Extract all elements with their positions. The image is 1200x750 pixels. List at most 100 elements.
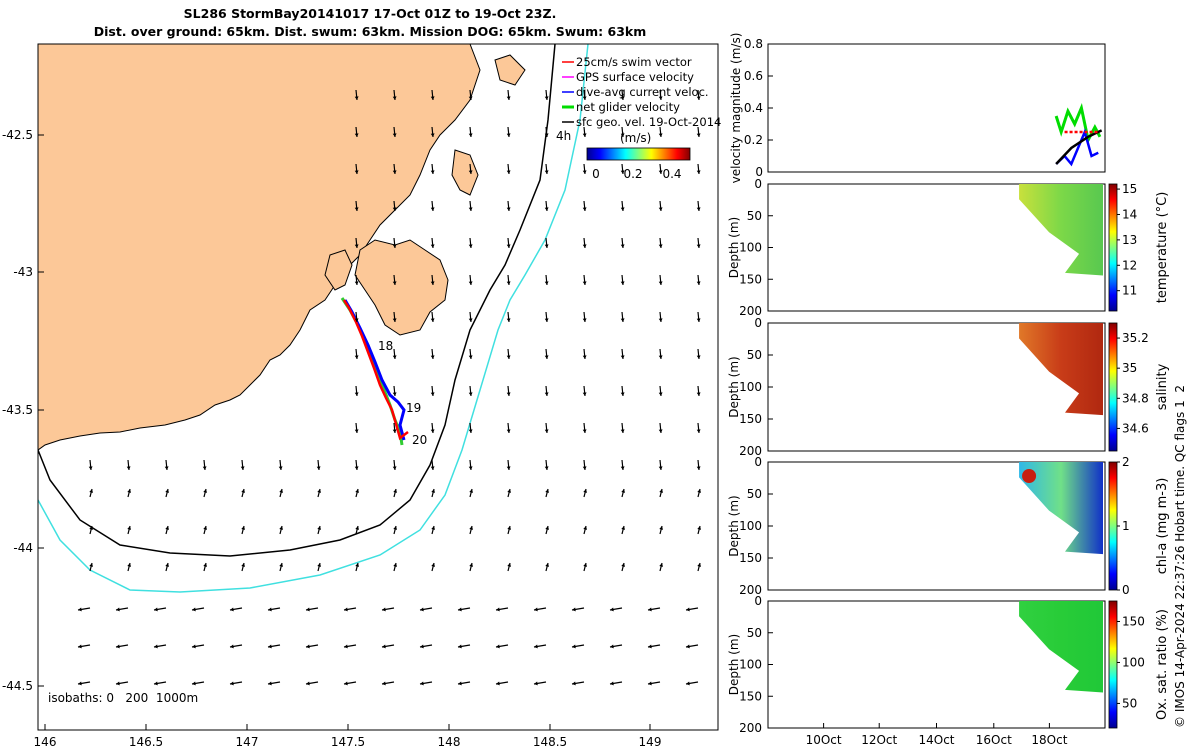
- isobath-1000: [38, 44, 589, 593]
- heatmap-3-ylabel: Depth (m): [727, 495, 741, 556]
- chl-hotspot: [1022, 469, 1037, 483]
- speed-colorbar: (m/s) 0 0.2 0.4: [586, 131, 691, 181]
- velocity-ytick-4: 0.8: [744, 37, 763, 51]
- land-island-north: [451, 149, 479, 196]
- isobaths-label: isobaths: 0 200 1000m: [48, 691, 198, 705]
- heatmap-4-ytick-2: 100: [739, 658, 762, 672]
- heatmap-3-cbar-tick-0: 0: [1122, 583, 1130, 597]
- heatmap-2-ytick-4: 200: [739, 444, 762, 458]
- map-y-tick-0: -42.5: [2, 128, 33, 142]
- heatmap-4-ylabel: Depth (m): [727, 634, 741, 695]
- day-label-18: 18: [378, 339, 393, 353]
- heatmap-2-ytick-0: 0: [754, 316, 762, 330]
- heatmap-4-colorbar: [1108, 600, 1118, 729]
- legend-entry-swim: 25cm/s swim vector: [576, 55, 692, 69]
- heatmap-1-ytick-4: 200: [739, 304, 762, 318]
- heatmap-4-cbar-tick-1: 100: [1122, 655, 1145, 669]
- map-x-tick-4: 148: [438, 735, 461, 749]
- heatmap-field-2: [1019, 323, 1103, 416]
- day-label-19: 19: [406, 401, 421, 415]
- heatmap-3-ytick-2: 100: [739, 519, 762, 533]
- map-y-tick-3: -44: [13, 541, 33, 555]
- time-tick-4: 18Oct: [1031, 733, 1067, 747]
- heatmap-2-colorbar: [1108, 322, 1118, 452]
- heatmap-field-1: [1019, 184, 1103, 276]
- map-y-tick-1: -43: [13, 265, 33, 279]
- time-tick-1: 12Oct: [861, 733, 897, 747]
- heatmap-3-colorbar: [1108, 461, 1118, 591]
- heatmap-2-ytick-2: 100: [739, 380, 762, 394]
- heatmap-1-cbar-tick-4: 15: [1122, 182, 1137, 196]
- map-x-tick-1: 146.5: [129, 735, 163, 749]
- speed-cbar-tick-2: 0.4: [662, 167, 681, 181]
- heatmap-2-ytick-1: 50: [747, 348, 762, 362]
- legend-entry-dive: dive-avg current veloc.: [576, 85, 709, 99]
- isobath-200: [38, 44, 556, 557]
- map-y-ticks: -42.5 -43 -43.5 -44 -44.5: [2, 128, 44, 693]
- heatmap-1-cbar-tick-0: 11: [1122, 284, 1137, 298]
- velocity-ytick-3: 0.6: [744, 69, 763, 83]
- land-island-small: [494, 54, 526, 86]
- heatmap-2-ylabel: Depth (m): [727, 356, 741, 417]
- heatmap-3-colorbar-label: chl-a (mg m-3): [1155, 478, 1170, 575]
- day-label-20: 20: [412, 433, 427, 447]
- heatmap-2-cbar-tick-3: 35.2: [1122, 331, 1149, 345]
- heatmap-1-ytick-1: 50: [747, 209, 762, 223]
- heatmap-1-cbar-tick-2: 13: [1122, 233, 1137, 247]
- map-x-tick-6: 149: [639, 735, 662, 749]
- heatmap-1-cbar-tick-1: 12: [1122, 258, 1137, 272]
- velocity-ytick-1: 0.2: [744, 133, 763, 147]
- heatmap-2-cbar-tick-0: 34.6: [1122, 421, 1149, 435]
- heatmap-1-ytick-0: 0: [754, 177, 762, 191]
- heatmap-3-ytick-1: 50: [747, 487, 762, 501]
- heatmap-2-ytick-3: 150: [739, 412, 762, 426]
- heatmap-1-ytick-3: 150: [739, 272, 762, 286]
- map-panel: 146 146.5 147 147.5 148 148.5 149 -42.5 -43 -43.…: [2, 43, 721, 749]
- map-x-ticks: 146 146.5 147 147.5 148 148.5 149: [34, 724, 662, 749]
- imos-side-note: © IMOS 14-Apr-2024 22:37:26 Hobart time.…: [1173, 385, 1187, 728]
- heatmap-4-colorbar-label: Ox. sat. ratio (%): [1155, 609, 1170, 720]
- velocity-ylabel: velocity magnitude (m/s): [729, 33, 743, 184]
- heatmap-4-cbar-tick-0: 50: [1122, 696, 1137, 710]
- heatmap-4-ytick-4: 200: [739, 721, 762, 735]
- heatmap-4-cbar-tick-2: 150: [1122, 614, 1145, 628]
- time-tick-2: 14Oct: [918, 733, 954, 747]
- heatmap-3-ytick-3: 150: [739, 551, 762, 565]
- speed-cbar-tick-1: 0.2: [623, 167, 642, 181]
- heatmap-1-colorbar: [1108, 183, 1118, 312]
- heatmap-4-ytick-3: 150: [739, 689, 762, 703]
- heatmap-2-colorbar-label: salinity: [1155, 363, 1170, 410]
- land-bruny: [324, 249, 353, 291]
- heatmap-1-cbar-tick-3: 14: [1122, 207, 1137, 221]
- heatmap-2-cbar-tick-1: 34.8: [1122, 391, 1149, 405]
- legend-entry-net: net glider velocity: [576, 100, 680, 114]
- heatmap-4-ytick-1: 50: [747, 626, 762, 640]
- time-tick-0: 10Oct: [806, 733, 842, 747]
- map-x-tick-3: 147.5: [331, 735, 365, 749]
- heatmap-1-colorbar-label: temperature (°C): [1155, 192, 1170, 304]
- heatmap-1-ylabel: Depth (m): [727, 217, 741, 278]
- track-red: [342, 299, 409, 441]
- heatmap-3-cbar-tick-2: 2: [1122, 455, 1130, 469]
- map-legend: 25cm/s swim vector GPS surface velocity …: [562, 55, 721, 129]
- hour-label: 4h: [556, 129, 571, 143]
- legend-entry-geo: sfc geo. vel. 19-Oct-2014: [576, 115, 721, 129]
- map-y-tick-2: -43.5: [2, 403, 33, 417]
- legend-entry-gps: GPS surface velocity: [576, 70, 694, 84]
- current-vectors: [77, 89, 702, 686]
- heatmap-3-cbar-tick-1: 1: [1122, 519, 1130, 533]
- velocity-series-0: [1054, 102, 1102, 145]
- heatmap-field-3: [1019, 462, 1103, 555]
- heatmap-3-ytick-0: 0: [754, 455, 762, 469]
- speed-colorbar-title: (m/s): [620, 131, 651, 145]
- plot-title-line1: SL286 StormBay20141017 17-Oct 01Z to 19-…: [183, 6, 557, 21]
- map-y-tick-4: -44.5: [2, 679, 33, 693]
- land-peninsula: [354, 239, 449, 336]
- heatmap-3-ytick-4: 200: [739, 583, 762, 597]
- heatmap-field-4: [1019, 601, 1103, 693]
- heatmap-4-ytick-0: 0: [754, 594, 762, 608]
- velocity-ytick-0: 0: [755, 165, 763, 179]
- speed-cbar-tick-0: 0: [592, 167, 600, 181]
- map-x-tick-5: 148.5: [533, 735, 567, 749]
